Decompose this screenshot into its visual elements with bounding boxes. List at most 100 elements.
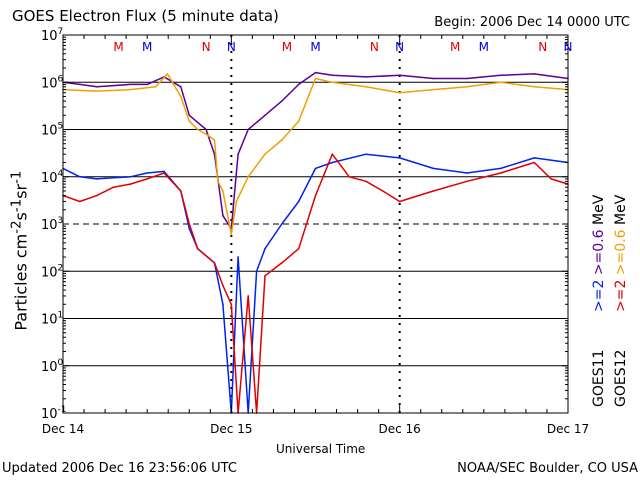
y-tick-label: 102 <box>41 263 63 280</box>
series-point <box>129 83 132 86</box>
series-point <box>247 295 249 297</box>
y-tick-label: 10-1 <box>41 405 67 422</box>
series-point <box>247 128 249 131</box>
series-point <box>533 161 536 164</box>
begin-label: Begin: 2006 Dec 14 0000 UTC <box>434 15 630 30</box>
mn-marker: M <box>310 40 320 54</box>
series-point <box>432 167 435 170</box>
series-point <box>180 95 182 98</box>
mn-marker: M <box>142 40 152 54</box>
series-point <box>331 153 334 156</box>
series-point <box>217 180 219 183</box>
y-tick-label: 101 <box>41 311 63 328</box>
series-point <box>365 153 367 156</box>
series-point <box>499 167 502 170</box>
series-point <box>466 77 468 80</box>
series-point <box>79 83 81 86</box>
series-point <box>432 190 435 192</box>
mn-marker: M <box>282 40 292 54</box>
series-point <box>247 175 249 178</box>
chart-title: GOES Electron Flux (5 minute data) <box>12 7 279 25</box>
series-point <box>237 256 239 258</box>
series-point <box>188 120 191 122</box>
series-point <box>264 247 266 250</box>
series-point <box>205 133 207 135</box>
series-point <box>365 76 367 78</box>
series-point <box>95 178 98 180</box>
x-tick-label: Dec 15 <box>210 422 252 436</box>
series-point <box>255 270 258 273</box>
series-point <box>398 74 401 77</box>
x-ticks: Dec 14 Dec 15 Dec 16 Dec 17 <box>42 35 589 436</box>
series-point <box>432 88 435 91</box>
energy-label-goes11: >=2 >=0.6 MeV <box>591 194 607 312</box>
mn-marker: N <box>564 40 573 54</box>
series-point <box>281 100 283 102</box>
series-line-3 <box>62 153 569 414</box>
series-point <box>222 303 224 306</box>
series-point <box>95 86 98 88</box>
series-point <box>264 275 266 277</box>
series-point <box>398 157 401 159</box>
mn-marker: N <box>538 40 547 54</box>
series-point <box>499 172 502 174</box>
series-point <box>79 200 81 203</box>
series-layer <box>62 71 569 414</box>
series-point <box>466 86 468 88</box>
series-point <box>499 74 502 77</box>
series-point <box>180 190 182 192</box>
series-point <box>196 128 199 131</box>
series-point <box>314 71 317 74</box>
updated-timestamp: Updated 2006 Dec 16 23:56:06 UTC <box>2 461 237 476</box>
series-point <box>297 83 300 86</box>
series-point <box>297 120 300 122</box>
series-point <box>314 77 317 80</box>
series-point <box>466 180 468 183</box>
series-point <box>550 178 552 180</box>
y-tick-label: 106 <box>41 74 64 91</box>
series-point <box>188 223 191 225</box>
satellite-label-goes11: GOES11 <box>591 349 607 407</box>
series-point <box>281 139 283 141</box>
mn-marker: M <box>113 40 123 54</box>
series-point <box>222 190 224 192</box>
mn-marker: N <box>202 40 211 54</box>
series-point <box>95 90 98 92</box>
series-point <box>188 227 191 230</box>
series-point <box>382 190 384 192</box>
series-point <box>432 77 435 80</box>
series-point <box>129 88 132 91</box>
series-point <box>129 183 132 185</box>
series-point <box>154 86 157 88</box>
mn-marker: M <box>450 40 460 54</box>
series-point <box>205 128 207 131</box>
series-point <box>230 303 233 306</box>
energy-label-goes12: >=2 >=0.6 MeV <box>613 194 629 312</box>
series-point <box>79 175 81 178</box>
series-point <box>129 175 132 178</box>
series-point <box>365 86 367 88</box>
series-point <box>398 200 401 203</box>
series-point <box>281 223 283 225</box>
mn-marker: N <box>395 40 404 54</box>
series-point <box>213 262 216 264</box>
series-point <box>297 247 300 250</box>
mn-marker: M <box>479 40 489 54</box>
series-line-0 <box>62 71 569 230</box>
series-point <box>112 84 115 87</box>
series-point <box>230 233 233 236</box>
series-point <box>146 178 148 180</box>
mn-marker: N <box>227 40 236 54</box>
series-point <box>112 186 115 189</box>
series-point <box>163 172 165 174</box>
series-point <box>264 114 266 117</box>
y-tick-label: 100 <box>41 358 64 375</box>
series-point <box>166 73 169 75</box>
series-point <box>365 180 367 183</box>
series-point <box>466 172 468 174</box>
series-point <box>180 86 182 88</box>
series-point <box>222 284 224 287</box>
y-tick-label: 105 <box>41 122 63 139</box>
